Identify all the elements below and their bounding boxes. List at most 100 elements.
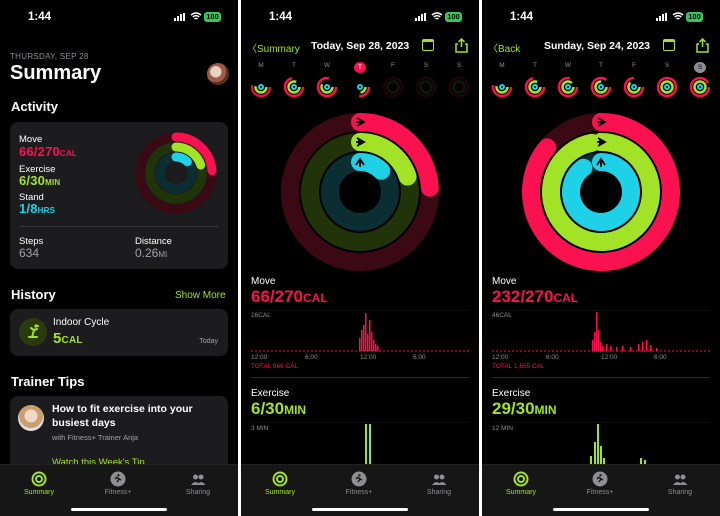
status-time: 1:44: [269, 11, 293, 23]
tab-fitness-plus[interactable]: Fitness+: [570, 471, 630, 496]
exercise-value: 29/30MIN: [492, 399, 557, 418]
week-strip: M T W T F S S: [482, 62, 720, 102]
battery-icon: 100: [445, 12, 462, 22]
status-bar: 1:44 100: [241, 10, 479, 26]
exercise-label: Exercise: [492, 388, 531, 399]
weekday[interactable]: F: [391, 62, 395, 69]
status-time: 1:44: [510, 11, 534, 23]
exercise-value: 6/30MIN: [19, 173, 61, 188]
share-icon[interactable]: [455, 38, 468, 53]
steps-value: 634: [19, 246, 40, 260]
weekday[interactable]: S: [456, 62, 462, 69]
stand-value: 1/8HRS: [19, 201, 56, 216]
back-button[interactable]: 〈Summary: [247, 44, 300, 55]
summary-rings-icon: [513, 471, 529, 487]
stand-arrow-icon: [596, 157, 606, 167]
weekday[interactable]: F: [632, 62, 636, 69]
weekday[interactable]: S: [664, 62, 670, 69]
weekday-selected[interactable]: S: [694, 62, 706, 73]
weekday-selected[interactable]: T: [354, 62, 366, 73]
distance-label: Distance: [135, 236, 172, 247]
back-button[interactable]: 〈Back: [488, 44, 521, 55]
weekday[interactable]: M: [499, 62, 505, 69]
status-bar: 1:44 100: [0, 10, 238, 26]
tab-fitness-plus[interactable]: Fitness+: [329, 471, 389, 496]
wifi-icon: [672, 12, 684, 20]
summary-rings-icon: [272, 471, 288, 487]
chart-tick: 6:00: [546, 354, 559, 361]
workout-date: Today: [199, 338, 218, 345]
status-bar: 1:44 100: [482, 10, 720, 26]
move-value: 66/270CAL: [251, 287, 328, 306]
stand-ring: [171, 152, 192, 167]
people-icon: [673, 474, 688, 485]
move-total: TOTAL 1,655 CAL: [492, 363, 545, 370]
tab-summary[interactable]: Summary: [9, 471, 69, 496]
workout-card[interactable]: Indoor Cycle 5CAL Today: [10, 309, 228, 356]
runner-icon: [351, 471, 367, 487]
battery-icon: 100: [686, 12, 703, 22]
move-chart: [251, 310, 469, 352]
people-icon: [432, 474, 447, 485]
tab-fitness-plus[interactable]: Fitness+: [88, 471, 148, 496]
move-value: 232/270CAL: [492, 287, 579, 306]
weekday[interactable]: S: [423, 62, 429, 69]
weekday[interactable]: W: [323, 62, 331, 69]
history-heading: History: [11, 287, 56, 302]
move-chart-max: 46CAL: [492, 312, 512, 319]
weekday[interactable]: T: [599, 62, 603, 69]
calendar-icon[interactable]: [422, 39, 434, 51]
wifi-icon: [431, 12, 443, 20]
runner-icon: [592, 471, 608, 487]
tab-summary[interactable]: Summary: [491, 471, 551, 496]
weekday[interactable]: M: [258, 62, 264, 69]
tab-sharing[interactable]: Sharing: [409, 471, 469, 496]
avatar[interactable]: [207, 63, 229, 85]
share-icon[interactable]: [696, 38, 709, 53]
home-indicator: [312, 508, 408, 511]
distance-value: 0.26MI: [135, 246, 168, 260]
tip-subtitle: with Fitness+ Trainer Anja: [52, 433, 139, 442]
tab-sharing[interactable]: Sharing: [168, 471, 228, 496]
divider: [20, 226, 218, 227]
chart-tick: 6:00: [305, 354, 318, 361]
stand-label: Stand: [19, 192, 44, 203]
move-ring: [351, 113, 439, 197]
tab-summary[interactable]: Summary: [250, 471, 310, 496]
chevron-left-icon: 〈: [488, 44, 498, 55]
nav-title: Sunday, Sep 24, 2023: [544, 40, 651, 52]
show-more-link[interactable]: Show More: [175, 290, 226, 301]
divider: [251, 377, 469, 378]
week-strip: M T W T F S S: [241, 62, 479, 102]
weekday[interactable]: T: [533, 62, 537, 69]
move-ring: [522, 113, 680, 271]
home-indicator: [71, 508, 167, 511]
exercise-label: Exercise: [19, 164, 56, 175]
weekday[interactable]: W: [564, 62, 572, 69]
chevron-left-icon: 〈: [247, 44, 257, 55]
trainer-tips-heading: Trainer Tips: [11, 374, 85, 389]
move-label: Move: [492, 276, 517, 287]
tab-sharing[interactable]: Sharing: [650, 471, 710, 496]
wifi-icon: [190, 12, 202, 20]
nav-title: Today, Sep 28, 2023: [311, 40, 410, 52]
exercise-ring: [351, 133, 417, 186]
activity-card[interactable]: Move 66/270CAL Exercise 6/30MIN Stand 1/…: [10, 122, 228, 269]
activity-rings: [135, 132, 217, 214]
tip-card[interactable]: [10, 396, 228, 476]
tab-bar: Summary Fitness+ Sharing: [482, 464, 720, 516]
calendar-icon[interactable]: [663, 39, 675, 51]
exercise-chart-max: 3 MIN: [251, 425, 269, 432]
watch-tip-link[interactable]: Watch this Week's Tip: [52, 457, 145, 468]
steps-label: Steps: [19, 236, 44, 247]
chart-tick: 12:00: [492, 354, 509, 361]
stand-ring: [562, 153, 640, 231]
activity-rings-large: [281, 113, 439, 271]
workout-value: 5CAL: [53, 330, 83, 347]
move-chart-max: 16CAL: [251, 312, 271, 319]
move-arrow-icon: [356, 117, 366, 127]
move-chart: [492, 310, 710, 352]
date-label: THURSDAY, SEP 28: [10, 52, 89, 61]
weekday[interactable]: T: [292, 62, 296, 69]
exercise-chart: [492, 422, 710, 466]
